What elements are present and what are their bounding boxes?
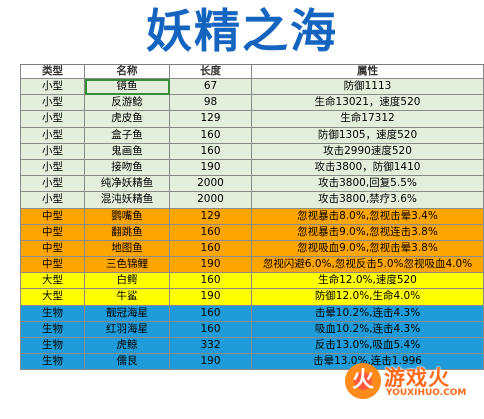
cell-type[interactable]: 小型 <box>20 111 85 128</box>
cell-length[interactable]: 2000 <box>170 192 252 209</box>
cell-attribute[interactable]: 攻击3800，防御1410 <box>252 159 484 177</box>
cell-attribute[interactable]: 生命17312 <box>252 111 484 128</box>
cell-name[interactable]: 靓冠海星 <box>85 305 170 322</box>
table-row: 生物 靓冠海星 160 击晕10.2%,连击4.3% <box>20 305 484 322</box>
cell-length[interactable]: 160 <box>170 321 252 338</box>
cell-name[interactable]: 三色锦鲤 <box>85 257 170 274</box>
cell-name[interactable]: 混沌妖精鱼 <box>85 192 170 209</box>
cell-type[interactable]: 生物 <box>20 354 85 371</box>
cell-length[interactable]: 160 <box>170 273 252 290</box>
table-row: 小型 盒子鱼 160 防御1305，速度520 <box>20 127 484 144</box>
page-title: 妖精之海 <box>146 4 338 58</box>
table-row: 中型 地图鱼 160 忽视吸血9.0%,忽视击晕3.8% <box>20 240 484 258</box>
cell-type[interactable]: 小型 <box>20 143 85 160</box>
cell-length[interactable]: 67 <box>170 79 252 96</box>
cell-length[interactable]: 160 <box>170 127 252 144</box>
cell-length[interactable]: 2000 <box>170 176 252 193</box>
cell-name[interactable]: 地图鱼 <box>85 240 170 258</box>
table-row: 生物 儒艮 190 击晕13.0%,连击1.996 <box>20 354 484 371</box>
cell-name[interactable]: 镜鱼 <box>85 79 170 96</box>
cell-type[interactable]: 大型 <box>20 273 85 290</box>
cell-attribute[interactable]: 忽视暴击9.0%,忽视连击3.8% <box>252 224 484 241</box>
table-row: 大型 白鳄 160 生命12.0%,速度520 <box>20 273 484 290</box>
cell-type[interactable]: 生物 <box>20 338 85 355</box>
cell-type[interactable]: 中型 <box>20 208 85 225</box>
table-row: 大型 牛鲨 190 防御12.0%,生命4.0% <box>20 289 484 306</box>
cell-attribute[interactable]: 击晕13.0%,连击1.996 <box>252 354 484 371</box>
table-row: 小型 镜鱼 67 防御1113 <box>20 79 484 96</box>
cell-length[interactable]: 190 <box>170 289 252 306</box>
cell-name[interactable]: 儒艮 <box>85 354 170 371</box>
cell-attribute[interactable]: 反击13.0%,吸血5.4% <box>252 338 484 355</box>
cell-attribute[interactable]: 攻击2990速度520 <box>252 143 484 160</box>
cell-attribute[interactable]: 防御1305，速度520 <box>252 127 484 144</box>
cell-type[interactable]: 小型 <box>20 192 85 209</box>
cell-length[interactable]: 160 <box>170 240 252 258</box>
cell-type[interactable]: 中型 <box>20 224 85 241</box>
cell-attribute[interactable]: 攻击3800,回复5.5% <box>252 176 484 193</box>
table-row: 小型 虎皮鱼 129 生命17312 <box>20 111 484 128</box>
cell-type[interactable]: 生物 <box>20 321 85 338</box>
table-row: 小型 接吻鱼 190 攻击3800，防御1410 <box>20 159 484 177</box>
cell-name[interactable]: 纯净妖精鱼 <box>85 176 170 193</box>
cell-attribute[interactable]: 防御1113 <box>252 79 484 96</box>
cell-type[interactable]: 小型 <box>20 176 85 193</box>
spreadsheet-table: 类型 名称 长度 属性 小型 镜鱼 67 防御1113 小型 反游鲶 98 生命13021，速… <box>20 64 484 371</box>
cell-type[interactable]: 小型 <box>20 79 85 96</box>
cell-attribute[interactable]: 忽视吸血9.0%,忽视击晕3.8% <box>252 240 484 258</box>
cell-length[interactable]: 190 <box>170 257 252 274</box>
cell-name[interactable]: 牛鲨 <box>85 289 170 306</box>
cell-attribute[interactable]: 忽视闪避6.0%,忽视反击5.0%忽视吸血4.0% <box>252 257 484 274</box>
cell-name[interactable]: 红羽海星 <box>85 321 170 338</box>
cell-type[interactable]: 小型 <box>20 127 85 144</box>
cell-name[interactable]: 翻跳鱼 <box>85 224 170 241</box>
table-row: 中型 翻跳鱼 160 忽视暴击9.0%,忽视连击3.8% <box>20 224 484 241</box>
cell-attribute[interactable]: 击晕10.2%,连击4.3% <box>252 305 484 322</box>
header-attribute[interactable]: 属性 <box>252 65 484 79</box>
cell-length[interactable]: 98 <box>170 95 252 112</box>
cell-length[interactable]: 190 <box>170 159 252 177</box>
cell-name[interactable]: 鹦嘴鱼 <box>85 208 170 225</box>
table-row: 中型 鹦嘴鱼 129 忽视暴击8.0%,忽视击晕3.4% <box>20 208 484 225</box>
cell-name[interactable]: 盒子鱼 <box>85 127 170 144</box>
cell-attribute[interactable]: 生命12.0%,速度520 <box>252 273 484 290</box>
table-row: 小型 纯净妖精鱼 2000 攻击3800,回复5.5% <box>20 176 484 193</box>
cell-length[interactable]: 160 <box>170 143 252 160</box>
table-header-row: 类型 名称 长度 属性 <box>20 65 484 79</box>
cell-type[interactable]: 中型 <box>20 257 85 274</box>
header-length[interactable]: 长度 <box>170 65 252 79</box>
cell-length[interactable]: 190 <box>170 354 252 371</box>
cell-name[interactable]: 虎鲸 <box>85 338 170 355</box>
cell-type[interactable]: 生物 <box>20 305 85 322</box>
cell-type[interactable]: 大型 <box>20 289 85 306</box>
cell-type[interactable]: 中型 <box>20 240 85 258</box>
cell-name[interactable]: 白鳄 <box>85 273 170 290</box>
cell-attribute[interactable]: 防御12.0%,生命4.0% <box>252 289 484 306</box>
header-type[interactable]: 类型 <box>20 65 85 79</box>
cell-length[interactable]: 332 <box>170 338 252 355</box>
table-row: 生物 红羽海星 160 吸血10.2%,连击4.3% <box>20 321 484 338</box>
table-row: 生物 虎鲸 332 反击13.0%,吸血5.4% <box>20 338 484 355</box>
cell-attribute[interactable]: 忽视暴击8.0%,忽视击晕3.4% <box>252 208 484 225</box>
cell-type[interactable]: 小型 <box>20 95 85 112</box>
cell-attribute[interactable]: 攻击3800,禁疗3.6% <box>252 192 484 209</box>
table-row: 小型 反游鲶 98 生命13021，速度520 <box>20 95 484 112</box>
watermark-subtext: YOUXIHUO.COM <box>386 388 467 398</box>
cell-name[interactable]: 反游鲶 <box>85 95 170 112</box>
cell-type[interactable]: 小型 <box>20 159 85 177</box>
cell-attribute[interactable]: 吸血10.2%,连击4.3% <box>252 321 484 338</box>
cell-attribute[interactable]: 生命13021，速度520 <box>252 95 484 112</box>
cell-length[interactable]: 129 <box>170 111 252 128</box>
table-body: 小型 镜鱼 67 防御1113 小型 反游鲶 98 生命13021，速度520 小型 虎皮鱼 129… <box>20 79 484 371</box>
cell-name[interactable]: 虎皮鱼 <box>85 111 170 128</box>
table-row: 小型 鬼画鱼 160 攻击2990速度520 <box>20 143 484 160</box>
cell-length[interactable]: 160 <box>170 305 252 322</box>
table-row: 小型 混沌妖精鱼 2000 攻击3800,禁疗3.6% <box>20 192 484 209</box>
cell-length[interactable]: 160 <box>170 224 252 241</box>
cell-name[interactable]: 鬼画鱼 <box>85 143 170 160</box>
header-name[interactable]: 名称 <box>85 65 170 79</box>
table-row: 中型 三色锦鲤 190 忽视闪避6.0%,忽视反击5.0%忽视吸血4.0% <box>20 257 484 274</box>
cell-name[interactable]: 接吻鱼 <box>85 159 170 177</box>
cell-length[interactable]: 129 <box>170 208 252 225</box>
